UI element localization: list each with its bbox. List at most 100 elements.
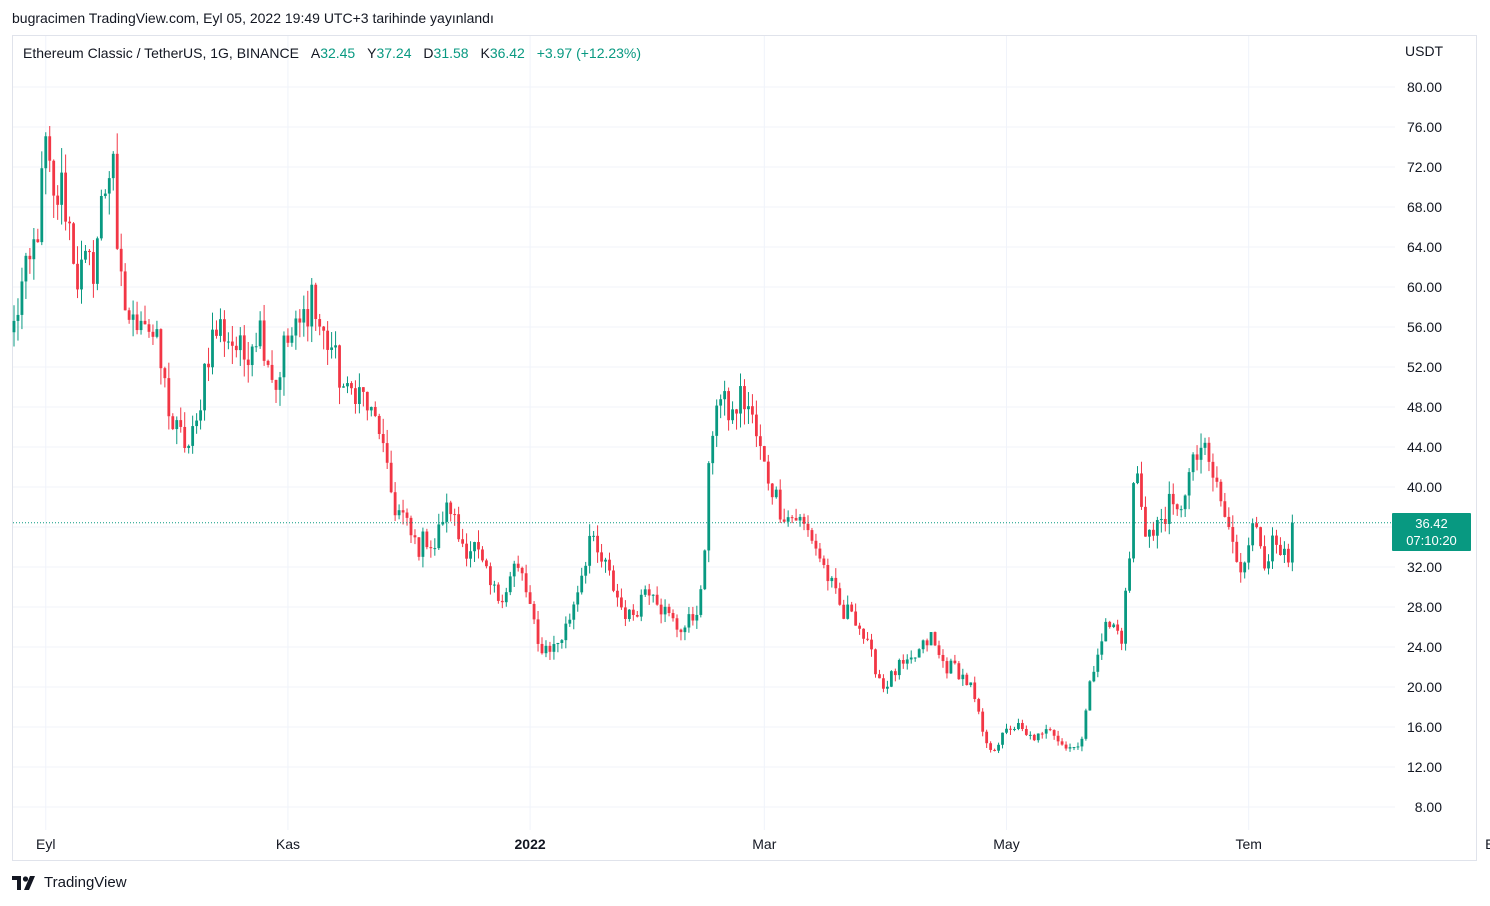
candle-body xyxy=(302,309,306,323)
candle-body xyxy=(973,682,977,700)
candle xyxy=(1096,648,1100,678)
candle xyxy=(830,576,834,588)
candle xyxy=(1060,738,1064,746)
candle-body xyxy=(1001,732,1004,745)
candle-body xyxy=(945,661,949,674)
candle xyxy=(234,336,238,358)
candle xyxy=(1203,437,1207,456)
candle xyxy=(818,542,822,563)
candle-body xyxy=(580,575,584,593)
candle-body xyxy=(274,379,278,390)
candle xyxy=(699,585,703,618)
candle-body xyxy=(1144,506,1147,537)
candle xyxy=(1290,514,1294,572)
candle xyxy=(207,347,210,382)
candle-body xyxy=(1076,746,1080,748)
candle xyxy=(973,676,977,703)
candle xyxy=(842,599,846,620)
candle xyxy=(64,154,68,231)
candle-body xyxy=(365,391,369,411)
candle-body xyxy=(215,329,218,336)
candle xyxy=(354,380,357,414)
candle-body xyxy=(850,604,854,612)
candle-body xyxy=(151,331,155,337)
candle-body xyxy=(1263,546,1266,569)
candle xyxy=(1001,732,1004,749)
candle-body xyxy=(461,539,465,544)
candle xyxy=(989,741,993,753)
candle-body xyxy=(496,584,500,601)
candle xyxy=(814,533,818,556)
candle-body xyxy=(782,519,786,522)
candle-body xyxy=(1290,522,1294,563)
candle xyxy=(687,607,691,633)
candle xyxy=(421,527,425,568)
candle xyxy=(568,613,572,627)
candle xyxy=(1159,508,1163,533)
candle-body xyxy=(977,699,981,712)
candle xyxy=(1195,445,1199,471)
candle-body xyxy=(758,436,762,447)
candle xyxy=(496,582,500,604)
candle xyxy=(516,555,520,572)
candle-body xyxy=(909,657,913,660)
brand[interactable]: TradingView xyxy=(12,874,127,891)
candle-body xyxy=(48,136,52,161)
candle xyxy=(302,295,306,337)
candle xyxy=(1148,529,1151,548)
candle xyxy=(711,431,715,475)
candle xyxy=(754,400,758,447)
candle xyxy=(913,657,917,662)
candle xyxy=(226,332,230,350)
candle xyxy=(1140,461,1143,510)
candle-body xyxy=(123,271,127,311)
candle-body xyxy=(882,678,885,689)
candle xyxy=(596,525,599,563)
candle-body xyxy=(917,649,921,658)
candle xyxy=(1136,466,1139,485)
candle xyxy=(770,483,774,505)
candle xyxy=(199,399,202,430)
candle-body xyxy=(822,558,826,565)
candle-body xyxy=(1064,744,1068,749)
candle xyxy=(266,359,270,368)
candle-body xyxy=(600,552,603,562)
candle-body xyxy=(921,640,925,650)
candle xyxy=(365,391,369,421)
candle-body xyxy=(389,462,393,493)
candle-body xyxy=(723,391,727,400)
high-value: 37.24 xyxy=(376,45,412,61)
candle-body xyxy=(357,387,361,405)
candle xyxy=(40,151,44,246)
candle-body xyxy=(1005,728,1008,733)
candle-body xyxy=(88,250,91,253)
price-axis[interactable]: 8.0012.0016.0020.0024.0028.0032.0036.004… xyxy=(1407,79,1442,815)
candle-body xyxy=(1013,728,1016,730)
candle xyxy=(623,600,627,627)
candle xyxy=(1191,452,1195,481)
candle-body xyxy=(854,611,858,626)
candle-body xyxy=(671,613,675,619)
candle-body xyxy=(508,576,512,593)
candle-body xyxy=(739,386,742,414)
time-tick-label: Kas xyxy=(276,836,300,852)
time-axis[interactable]: Eyl Kas 2022 Mar May Tem Eyl xyxy=(36,836,1490,852)
candle xyxy=(1171,483,1175,515)
candle xyxy=(215,320,218,339)
candle-body xyxy=(1132,483,1135,559)
candle-body xyxy=(957,663,961,680)
candle-body xyxy=(572,604,576,620)
high-label: Y xyxy=(367,45,377,61)
candle xyxy=(326,321,330,365)
candle-body xyxy=(492,584,496,586)
candle-body xyxy=(1120,630,1124,644)
price-tick-label: 60.00 xyxy=(1407,279,1442,295)
candle xyxy=(909,650,913,664)
candle xyxy=(433,538,437,556)
candle-body xyxy=(675,618,679,630)
candle xyxy=(643,585,647,597)
candle-body xyxy=(647,589,651,596)
candle xyxy=(810,527,814,544)
candle-body xyxy=(92,252,95,284)
